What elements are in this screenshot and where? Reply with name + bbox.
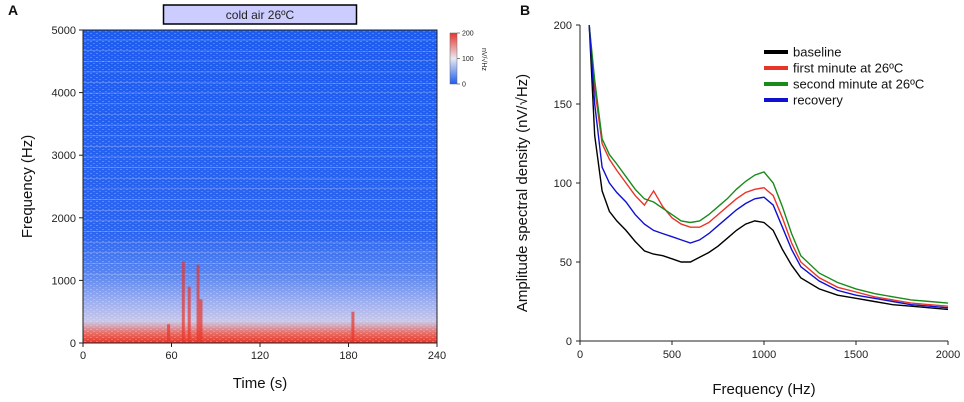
harmonic-line	[82, 60, 438, 62]
x-tick-label: 2000	[936, 349, 960, 361]
series-line-second-minute-at-26-c	[588, 24, 949, 304]
y-tick-label: 4000	[52, 88, 76, 100]
series-line-recovery	[588, 24, 949, 309]
y-tick-label: 0	[566, 336, 572, 348]
spectrogram-harmonic-lines	[82, 39, 438, 276]
harmonic-line	[82, 50, 438, 52]
harmonic-line	[82, 251, 438, 254]
panel-a-letter: A	[8, 2, 19, 18]
legend-label: recovery	[793, 93, 843, 108]
harmonic-line	[82, 114, 438, 116]
harmonic-line	[82, 187, 438, 190]
stimulus-burst	[181, 261, 185, 343]
asd-y-title: Amplitude spectral density (nV/√Hz)	[514, 74, 531, 312]
y-tick-label: 150	[554, 99, 572, 111]
harmonic-line	[82, 146, 438, 148]
x-tick-label: 1000	[752, 349, 776, 361]
harmonic-line	[82, 209, 438, 212]
stimulus-annotation-box	[162, 4, 358, 25]
asd-axes: 0 500 1000 1500 2000 0 50 100 150 200	[554, 20, 961, 361]
harmonic-line	[82, 123, 438, 126]
spectrogram-axes: 0 60 120 180 240 0 1000 2000 3000 4000 5000	[52, 25, 447, 362]
legend-label: baseline	[793, 45, 841, 60]
stimulus-burst	[199, 299, 203, 343]
spectrogram-x-title: Time (s)	[233, 375, 287, 392]
asd-x-title: Frequency (Hz)	[712, 381, 815, 398]
asd-line-panel: 0 500 1000 1500 2000 0 50 100 150 200 baselinefir…	[514, 20, 960, 398]
harmonic-line	[82, 219, 438, 222]
y-tick-label: 1000	[52, 275, 76, 287]
x-tick-label: 60	[165, 350, 177, 362]
asd-series-lines	[588, 24, 949, 311]
y-tick-label: 2000	[52, 213, 76, 225]
harmonic-line	[82, 155, 438, 158]
x-tick-label: 0	[577, 349, 583, 361]
y-tick-label: 5000	[52, 25, 76, 37]
stimulus-burst	[187, 286, 191, 343]
y-tick-label: 0	[70, 338, 76, 350]
harmonic-line	[82, 241, 438, 244]
y-tick-label: 50	[560, 257, 572, 269]
harmonic-line	[82, 91, 438, 94]
colorbar-label: nV/√Hz	[480, 48, 488, 71]
y-tick-label: 3000	[52, 150, 76, 162]
stimulus-annotation-label: cold air 26ºC	[226, 8, 295, 22]
harmonic-line	[82, 178, 438, 180]
spectrogram-noise	[83, 30, 437, 343]
colorbar	[449, 32, 458, 85]
colorbar-ticks: 200 100 0	[457, 31, 474, 89]
x-tick-label: 180	[339, 350, 357, 362]
x-tick-label: 1500	[844, 349, 868, 361]
legend-label: first minute at 26ºC	[793, 61, 903, 76]
x-tick-label: 240	[428, 350, 446, 362]
x-tick-label: 500	[663, 349, 681, 361]
series-line-first-minute-at-26-c	[588, 24, 949, 307]
spectrogram-stimulus-bursts	[167, 261, 355, 343]
x-tick-label: 0	[80, 350, 86, 362]
series-line-baseline	[588, 24, 949, 311]
stimulus-burst	[196, 264, 200, 343]
harmonic-line	[82, 273, 438, 276]
colorbar-tick-label: 200	[462, 31, 474, 38]
stimulus-burst	[351, 311, 355, 343]
y-tick-label: 200	[554, 20, 572, 32]
panel-b-letter: B	[520, 2, 531, 18]
legend-label: second minute at 26ºC	[793, 77, 924, 92]
y-tick-label: 100	[554, 178, 572, 190]
stimulus-burst	[167, 324, 171, 343]
colorbar-tick-label: 100	[462, 56, 474, 63]
spectrogram-y-title: Frequency (Hz)	[19, 135, 36, 238]
x-tick-label: 120	[251, 350, 269, 362]
colorbar-tick-label: 0	[462, 82, 466, 89]
harmonic-line	[82, 82, 438, 84]
